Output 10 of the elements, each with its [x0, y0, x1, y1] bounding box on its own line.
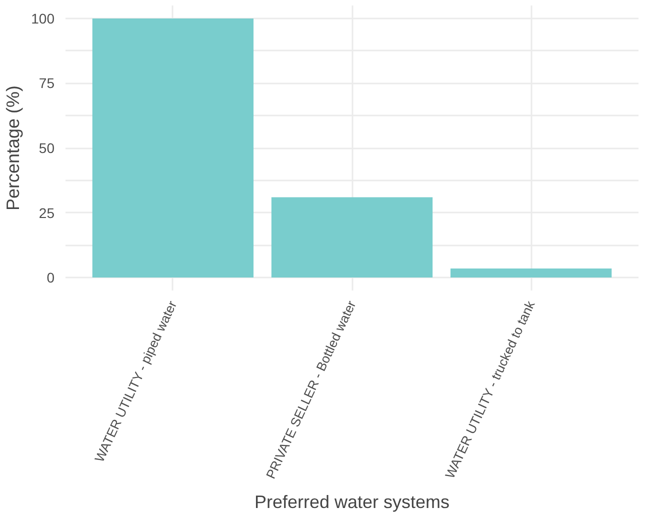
y-tick-label: 0 — [46, 270, 55, 286]
y-axis-title: Percentage (%) — [3, 85, 24, 211]
y-tick-label: 75 — [38, 75, 55, 92]
bar — [92, 18, 254, 278]
y-tick-label: 100 — [31, 10, 55, 26]
y-tick-label: 25 — [38, 204, 55, 221]
bar — [271, 197, 433, 278]
bar — [450, 268, 612, 278]
x-axis-title: Preferred water systems — [254, 492, 450, 512]
y-tick-label: 50 — [38, 140, 55, 156]
